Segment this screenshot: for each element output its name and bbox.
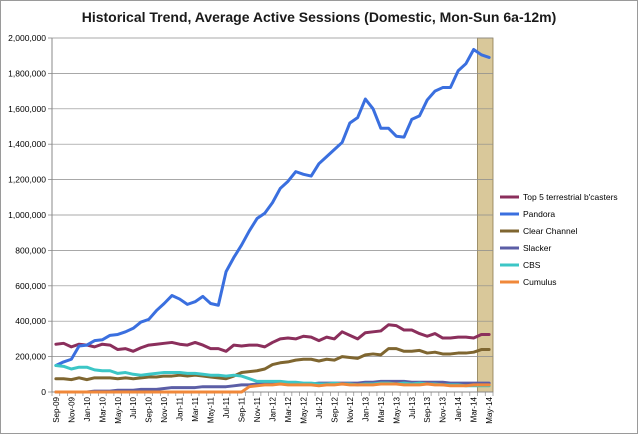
y-tick-label: 600,000 (15, 281, 46, 291)
y-tick-label: 2,000,000 (8, 33, 46, 43)
x-tick-label: Nov-13 (439, 396, 448, 422)
x-tick-label: Nov-09 (67, 396, 76, 422)
y-tick-label: 200,000 (15, 352, 46, 362)
y-tick-label: 1,000,000 (8, 210, 46, 220)
x-tick-label: Jan-11 (176, 396, 185, 420)
x-tick-label: May-11 (207, 396, 216, 423)
x-tick-label: Jul-10 (129, 396, 138, 418)
x-tick-label: Sep-13 (423, 396, 432, 422)
legend-label: Slacker (523, 243, 552, 253)
legend-label: Clear Channel (523, 226, 577, 236)
x-tick-label: Sep-10 (145, 396, 154, 422)
x-tick-label: Jan-14 (454, 396, 463, 421)
x-tick-label: Sep-09 (52, 396, 61, 422)
x-tick-label: Jul-12 (315, 396, 324, 418)
y-tick-label: 0 (41, 387, 46, 397)
x-tick-label: May-14 (485, 396, 494, 423)
y-tick-label: 1,200,000 (8, 175, 46, 185)
series-line-pandora (54, 48, 491, 367)
x-tick-label: Jan-12 (269, 396, 278, 421)
gridlines (52, 37, 493, 357)
x-tick-label: May-13 (392, 396, 401, 423)
x-tick-label: Mar-11 (191, 396, 200, 421)
legend-label: CBS (523, 260, 541, 270)
y-tick-label: 400,000 (15, 316, 46, 326)
x-tick-label: Sep-11 (238, 396, 247, 422)
chart-title: Historical Trend, Average Active Session… (81, 9, 557, 25)
series-line-top-5-terrestrial-b-casters (54, 323, 491, 353)
y-tick-label: 1,600,000 (8, 104, 46, 114)
series-lines (54, 48, 491, 394)
y-tick-label: 1,400,000 (8, 139, 46, 149)
x-tick-label: Nov-10 (160, 396, 169, 422)
x-tick-label: Jul-11 (222, 396, 231, 418)
x-tick-label: Nov-11 (253, 396, 262, 422)
series-line-cbs (54, 363, 491, 388)
series-line-cumulus (54, 382, 491, 394)
y-axis-ticks: 0 200,000 400,000 600,000 800,000 1,000,000 1,… (8, 33, 52, 397)
x-tick-label: Mar-10 (98, 396, 107, 422)
x-tick-label: Nov-12 (346, 396, 355, 422)
y-tick-label: 800,000 (15, 245, 46, 255)
legend-label: Top 5 terrestrial b'casters (523, 192, 618, 202)
legend: Top 5 terrestrial b'casters Pandora Clear … (500, 192, 618, 287)
x-tick-label: May-12 (299, 396, 308, 423)
series-line-clear-channel (54, 347, 491, 382)
x-tick-label: Mar-13 (377, 396, 386, 422)
y-tick-label: 1,800,000 (8, 68, 46, 78)
x-tick-label: Jan-13 (361, 396, 370, 421)
legend-label: Pandora (523, 209, 555, 219)
x-tick-label: Sep-12 (330, 396, 339, 422)
x-tick-label: Jan-10 (83, 396, 92, 421)
x-tick-label: Mar-14 (470, 396, 479, 422)
x-axis-ticks: Sep-09 Nov-09 Jan-10 Mar-10 May-10 Jul-10 Sep-… (51, 392, 494, 424)
x-tick-label: May-10 (114, 396, 123, 423)
legend-label: Cumulus (523, 277, 557, 287)
x-tick-label: Jul-13 (408, 396, 417, 418)
x-tick-label: Mar-12 (284, 396, 293, 422)
